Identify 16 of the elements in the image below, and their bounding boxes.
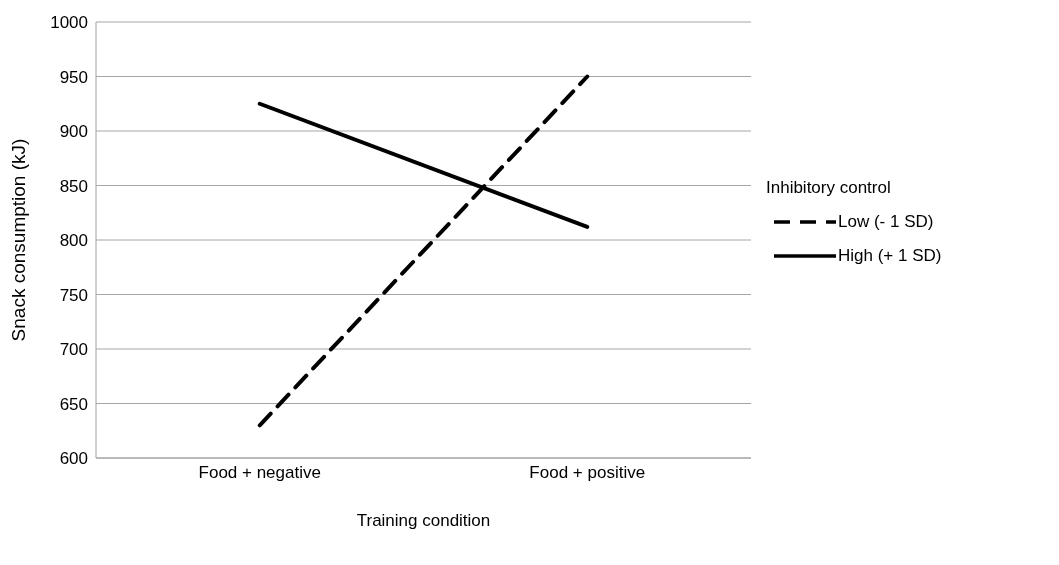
- y-tick-label: 750: [59, 285, 88, 305]
- x-axis-title: Training condition: [356, 511, 491, 530]
- legend-title: Inhibitory control: [766, 178, 892, 198]
- legend-label: Low (- 1 SD): [838, 212, 934, 232]
- y-axis-title: Snack consumption (kJ): [7, 138, 29, 342]
- y-tick-label: 850: [59, 176, 88, 196]
- x-tick-label: Food + positive: [529, 463, 646, 483]
- y-tick-label: 700: [59, 340, 88, 360]
- y-tick-label: 650: [59, 394, 88, 414]
- legend-label: High (+ 1 SD): [838, 246, 942, 266]
- x-tick-label: Food + negative: [198, 463, 321, 483]
- y-tick-label: 600: [59, 449, 88, 469]
- y-tick-label: 900: [59, 122, 88, 142]
- y-tick-label: 800: [59, 231, 88, 251]
- y-tick-label: 950: [59, 67, 88, 87]
- y-tick-label: 1000: [50, 13, 88, 33]
